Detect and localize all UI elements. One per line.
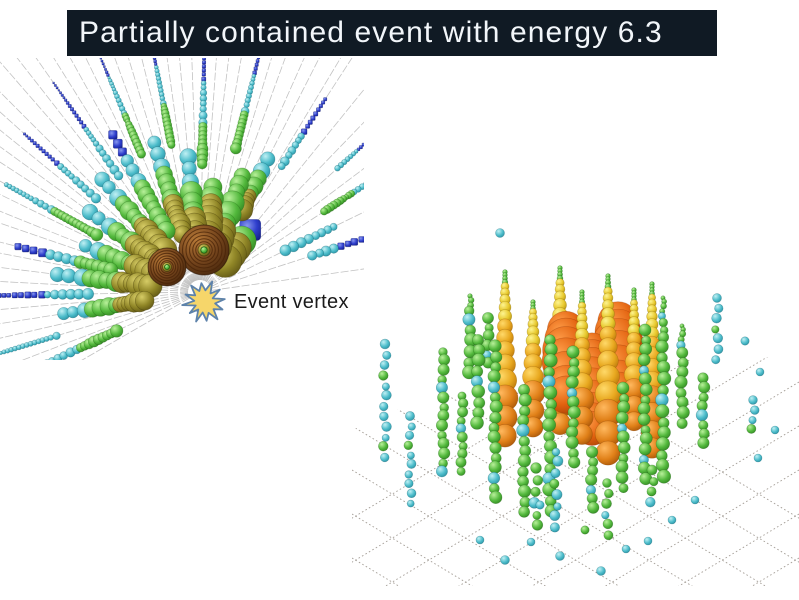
starburst-shape xyxy=(181,280,226,323)
title-bar: Partially contained event with energy 6.… xyxy=(67,10,717,56)
grid-view xyxy=(352,228,799,586)
burst-view xyxy=(0,58,364,360)
starburst-icon xyxy=(181,280,226,323)
event-vertex-label: Event vertex xyxy=(234,290,349,313)
event-vertex-annotation: Event vertex xyxy=(181,279,349,325)
slide-title: Partially contained event with energy 6.… xyxy=(79,16,663,49)
